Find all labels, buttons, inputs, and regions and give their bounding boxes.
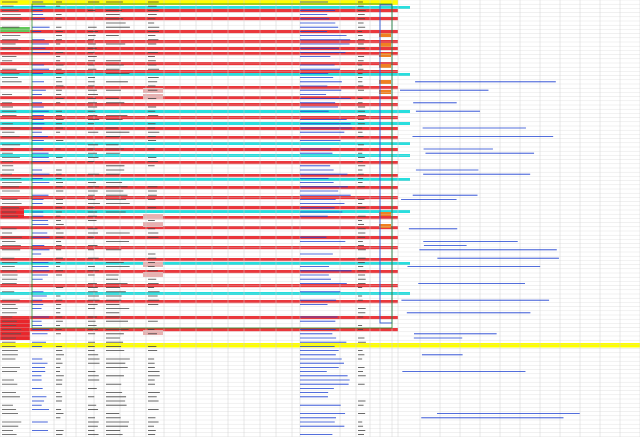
row-band-red	[0, 246, 398, 250]
row-band-red	[0, 17, 398, 21]
row-band-red	[0, 236, 398, 240]
row-band-red	[0, 40, 398, 44]
cell-fill-pink	[143, 330, 163, 335]
row-band-red	[0, 174, 398, 178]
row-band-red	[0, 9, 398, 13]
row-band-cyan	[0, 73, 410, 76]
cell-fill-pink	[143, 272, 163, 277]
row-band-red	[0, 316, 398, 320]
status-cell-orange	[379, 64, 391, 68]
row-band-yellow	[0, 343, 640, 348]
row-band-red	[0, 186, 398, 190]
row-band-red	[0, 127, 398, 131]
status-cell-orange	[379, 80, 391, 84]
cell-fill-red-small	[0, 208, 24, 218]
row-band-cyan	[0, 292, 410, 295]
cell-fill-pink	[143, 222, 163, 227]
row-band-red	[0, 148, 398, 152]
status-cell-orange	[379, 212, 391, 216]
row-band-cyan	[0, 178, 410, 181]
row-band-red	[0, 62, 398, 66]
cell-content-marks	[2, 1, 580, 436]
row-band-red	[0, 270, 398, 274]
row-band-red	[0, 196, 398, 200]
row-band-red	[0, 300, 398, 304]
row-band-cyan	[0, 6, 410, 9]
row-band-cyan	[0, 142, 410, 145]
row-band-red	[0, 47, 398, 51]
status-cell-orange	[379, 53, 391, 57]
status-cell-orange	[379, 90, 391, 94]
row-band-red	[0, 258, 398, 262]
range-border-green	[31, 3, 393, 329]
row-band-red	[0, 86, 398, 90]
cell-fill-pink	[143, 214, 163, 219]
status-cell-orange	[379, 224, 391, 228]
row-band-cyan	[0, 122, 410, 125]
row-band-cyan	[0, 210, 410, 213]
row-band-red	[0, 216, 398, 220]
row-band-red	[0, 161, 398, 165]
row-band-red	[0, 206, 398, 210]
header-row-fill	[0, 0, 398, 5]
row-band-red	[0, 96, 398, 100]
row-highlight-bands	[0, 0, 640, 348]
row-band-red	[0, 52, 398, 56]
row-band-red	[0, 103, 398, 107]
status-cell-orange	[379, 33, 391, 37]
status-cell-orange	[379, 43, 391, 47]
row-band-red	[0, 136, 398, 140]
row-band-red	[0, 30, 398, 34]
row-band-red	[0, 70, 398, 74]
row-band-cyan	[0, 262, 410, 265]
row-band-red	[0, 226, 398, 230]
row-band-red	[0, 328, 398, 332]
row-band-cyan	[0, 110, 410, 113]
